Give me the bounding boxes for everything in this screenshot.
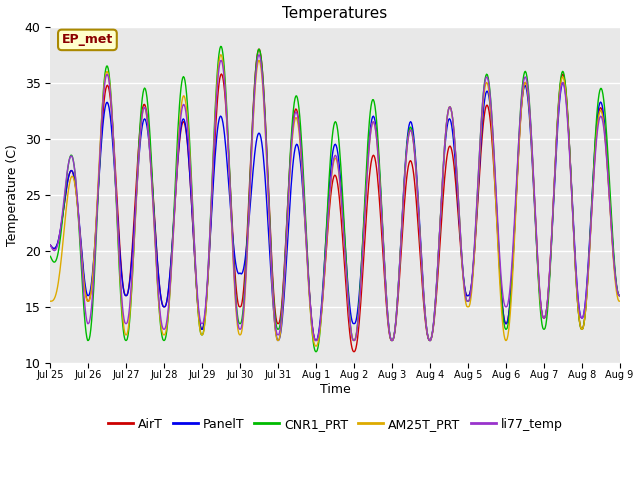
AirT [118,269,125,275]
AirT [419,286,426,291]
PanelT [418,259,426,264]
PanelT [559,80,566,86]
AM25T_PRT [419,275,426,281]
CNR1_PRT [118,308,125,314]
CNR1_PRT [47,253,54,259]
AM25T_PRT [312,343,319,349]
AM25T_PRT [217,52,225,58]
Line: AirT: AirT [51,49,640,352]
Text: EP_met: EP_met [62,34,113,47]
AirT [284,212,291,218]
Y-axis label: Temperature (C): Temperature (C) [6,144,19,246]
PanelT [259,154,267,159]
AirT [47,242,54,248]
AM25T_PRT [118,300,125,306]
CNR1_PRT [452,165,460,170]
AM25T_PRT [284,225,291,230]
PanelT [452,165,460,171]
li77_temp [452,165,460,170]
li77_temp [255,52,262,58]
Legend: AirT, PanelT, CNR1_PRT, AM25T_PRT, li77_temp: AirT, PanelT, CNR1_PRT, AM25T_PRT, li77_… [102,413,568,436]
li77_temp [419,275,426,281]
li77_temp [229,255,237,261]
AM25T_PRT [230,276,238,281]
Line: li77_temp: li77_temp [51,55,640,340]
PanelT [274,337,282,343]
li77_temp [312,337,319,343]
li77_temp [47,242,54,248]
AirT [349,349,357,355]
li77_temp [260,101,268,107]
Line: PanelT: PanelT [51,83,640,340]
li77_temp [284,219,291,225]
PanelT [229,240,237,245]
CNR1_PRT [217,44,225,49]
CNR1_PRT [230,266,238,272]
li77_temp [118,294,125,300]
AM25T_PRT [260,107,268,112]
X-axis label: Time: Time [319,383,350,396]
AM25T_PRT [452,166,460,172]
AirT [229,242,237,248]
Title: Temperatures: Temperatures [282,6,388,21]
CNR1_PRT [284,213,291,219]
CNR1_PRT [419,275,426,281]
Line: CNR1_PRT: CNR1_PRT [51,47,640,352]
AirT [452,190,460,196]
PanelT [118,272,125,277]
PanelT [47,242,54,248]
CNR1_PRT [312,349,319,355]
AirT [260,94,268,99]
Line: AM25T_PRT: AM25T_PRT [51,55,640,346]
CNR1_PRT [260,96,268,101]
AirT [255,47,262,52]
PanelT [284,247,291,252]
AM25T_PRT [47,299,54,304]
